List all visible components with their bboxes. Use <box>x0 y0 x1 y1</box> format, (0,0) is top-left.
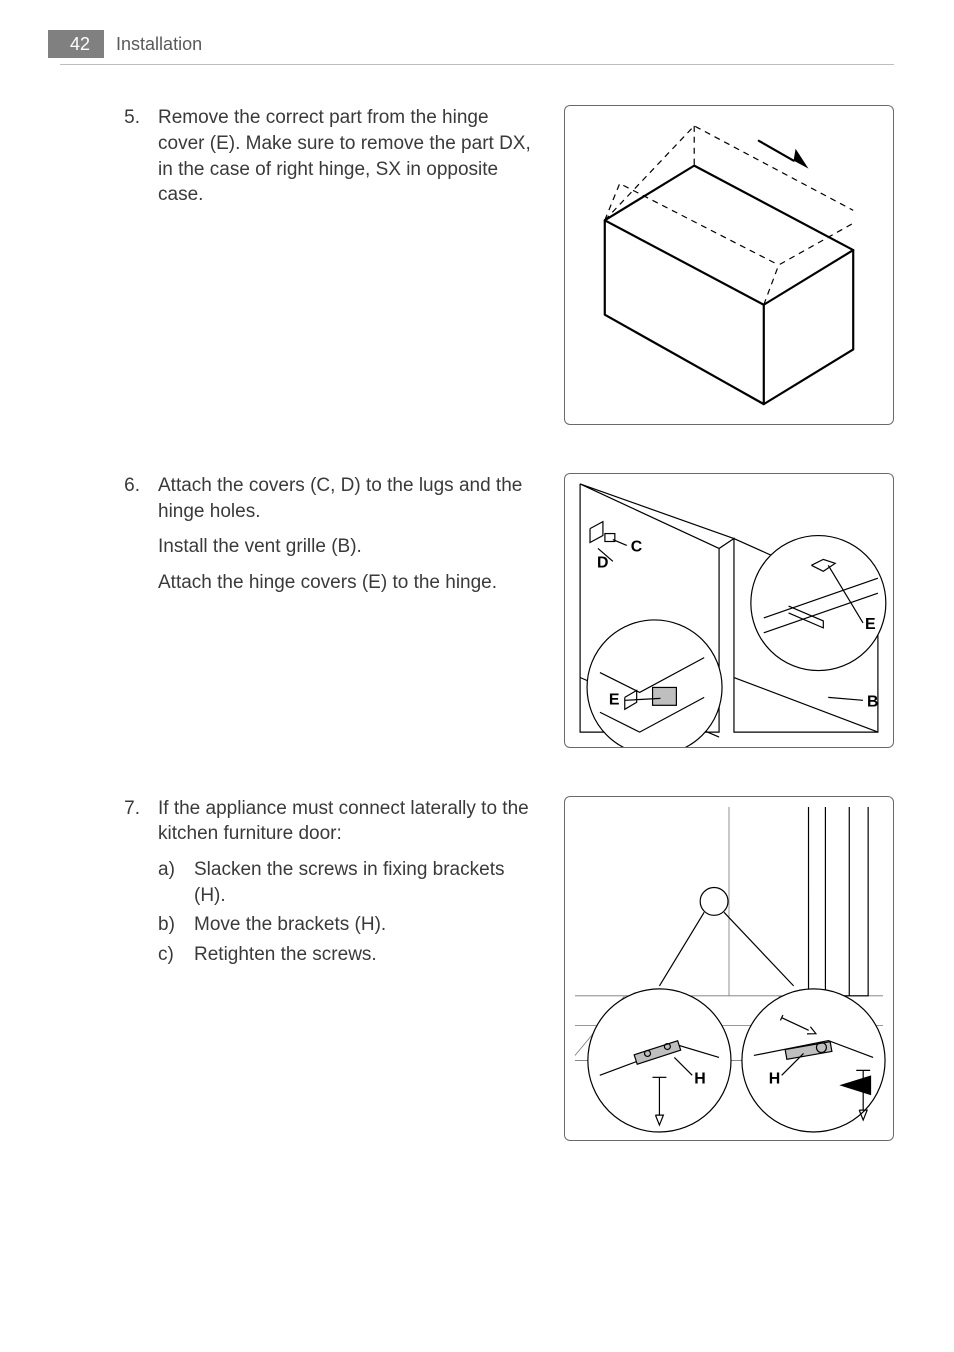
step-paragraph: Attach the hinge covers (E) to the hinge… <box>158 570 536 596</box>
sublist-text: Slacken the screws in fixing brackets (H… <box>194 857 536 908</box>
sublist-item: c) Retighten the screws. <box>158 942 536 968</box>
step-paragraph: Install the vent grille (B). <box>158 534 536 560</box>
step-6: 6. Attach the covers (C, D) to the lugs … <box>110 473 894 756</box>
sublist-letter: c) <box>158 942 180 968</box>
step-number: 7. <box>110 796 140 972</box>
figure-label: C <box>631 538 643 555</box>
figure-step-5 <box>564 105 894 425</box>
section-title: Installation <box>116 32 202 56</box>
page-header: 42 Installation <box>60 30 894 58</box>
figure-label: B <box>867 693 878 710</box>
sublist-text: Move the brackets (H). <box>194 912 386 938</box>
sublist-letter: a) <box>158 857 180 908</box>
sublist-letter: b) <box>158 912 180 938</box>
figure-step-6: C D E E B <box>564 473 894 748</box>
step-body: Remove the correct part from the hinge c… <box>158 105 536 218</box>
step-number: 6. <box>110 473 140 606</box>
step-7: 7. If the appliance must connect lateral… <box>110 796 894 1149</box>
step-body: Attach the covers (C, D) to the lugs and… <box>158 473 536 606</box>
figure-label: H <box>694 1070 705 1087</box>
step-body: If the appliance must connect laterally … <box>158 796 536 972</box>
figure-label: H <box>769 1070 780 1087</box>
step-5: 5. Remove the correct part from the hing… <box>110 105 894 433</box>
step-number: 5. <box>110 105 140 218</box>
sublist-item: b) Move the brackets (H). <box>158 912 536 938</box>
sublist-text: Retighten the screws. <box>194 942 377 968</box>
figure-label: E <box>865 616 876 633</box>
header-rule <box>60 64 894 65</box>
step-paragraph: Remove the correct part from the hinge c… <box>158 105 536 208</box>
figure-step-7: H H <box>564 796 894 1141</box>
sublist: a) Slacken the screws in fixing brackets… <box>158 857 536 968</box>
sublist-item: a) Slacken the screws in fixing brackets… <box>158 857 536 908</box>
step-paragraph: If the appliance must connect laterally … <box>158 796 536 847</box>
page-number-badge: 42 <box>48 30 104 58</box>
step-paragraph: Attach the covers (C, D) to the lugs and… <box>158 473 536 524</box>
figure-label: D <box>597 554 608 571</box>
figure-label: E <box>609 691 620 708</box>
